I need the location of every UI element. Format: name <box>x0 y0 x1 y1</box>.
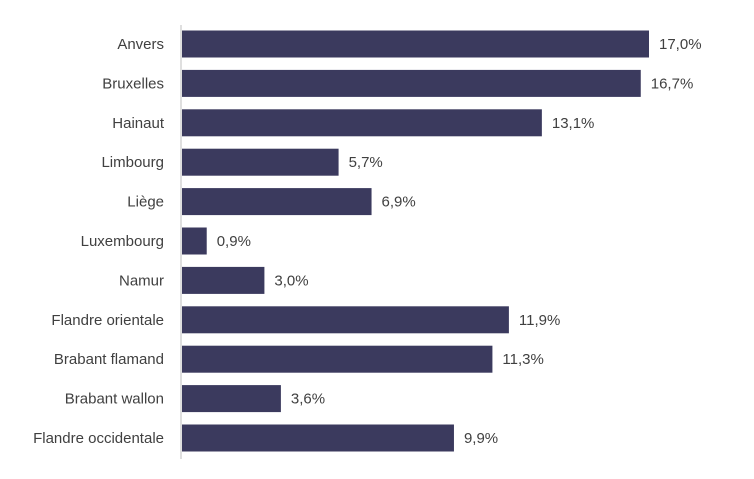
category-label: Limbourg <box>101 154 164 171</box>
bar-6 <box>182 266 265 294</box>
category-label: Luxembourg <box>81 233 164 250</box>
category-label: Namur <box>119 272 164 289</box>
bar-2 <box>182 109 542 137</box>
value-label: 3,0% <box>274 272 308 289</box>
value-label: 16,7% <box>651 75 694 92</box>
value-label: 9,9% <box>464 430 498 447</box>
bar-9 <box>182 385 281 413</box>
value-labels: 17,0% 16,7% 13,1% 5,7% 6,9% 0,9% 3,0% 11,9% 11,3… <box>217 36 702 447</box>
category-labels: Anvers Bruxelles Hainaut Limbourg Liège Luxem… <box>33 36 165 447</box>
bar-3 <box>182 148 339 176</box>
bars <box>182 30 649 452</box>
bar-4 <box>182 188 372 216</box>
category-label: Hainaut <box>112 115 165 132</box>
bar-8 <box>182 345 493 373</box>
category-label: Liège <box>127 194 164 211</box>
bar-0 <box>182 30 649 58</box>
category-label: Anvers <box>117 36 164 53</box>
value-label: 0,9% <box>217 233 251 250</box>
bar-1 <box>182 69 641 97</box>
bar-10 <box>182 424 454 452</box>
value-label: 6,9% <box>382 194 416 211</box>
category-label: Flandre orientale <box>51 312 164 329</box>
category-label: Flandre occidentale <box>33 430 164 447</box>
value-label: 17,0% <box>659 36 702 53</box>
value-label: 11,3% <box>502 351 543 368</box>
category-label: Brabant wallon <box>65 391 164 408</box>
category-label: Bruxelles <box>102 75 164 92</box>
value-label: 13,1% <box>552 115 595 132</box>
value-label: 3,6% <box>291 391 325 408</box>
bar-7 <box>182 306 509 334</box>
category-label: Brabant flamand <box>54 351 164 368</box>
value-label: 11,9% <box>519 312 560 329</box>
value-label: 5,7% <box>349 154 383 171</box>
bar-5 <box>182 227 207 255</box>
